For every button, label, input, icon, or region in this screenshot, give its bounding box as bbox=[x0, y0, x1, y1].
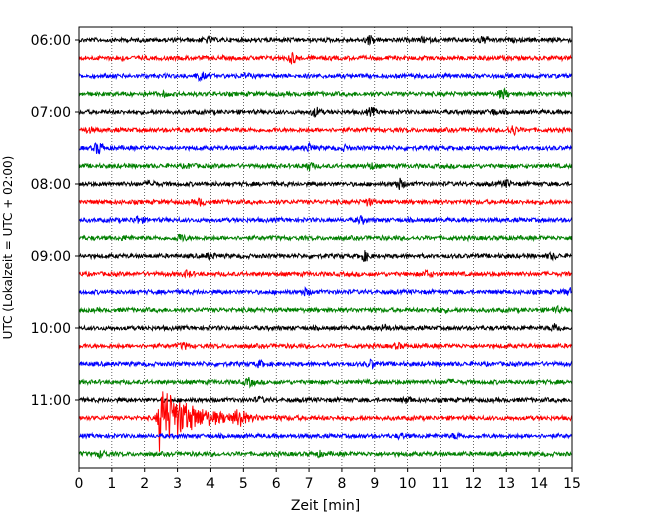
trace-0945 bbox=[79, 304, 572, 315]
trace-0645 bbox=[79, 87, 572, 100]
trace-0830 bbox=[79, 215, 572, 225]
x-tick-label: 10 bbox=[399, 476, 417, 492]
x-tick-label: 9 bbox=[370, 476, 379, 492]
y-tick-label: 11:00 bbox=[31, 393, 71, 409]
x-tick-label: 12 bbox=[464, 476, 482, 492]
x-axis-label: Zeit [min] bbox=[291, 498, 360, 514]
trace-0615 bbox=[79, 51, 572, 65]
x-tick-label: 11 bbox=[432, 476, 450, 492]
plot-frame bbox=[78, 26, 573, 469]
trace-0700 bbox=[79, 106, 572, 119]
trace-1030 bbox=[79, 358, 572, 371]
x-tick-label: 3 bbox=[173, 476, 182, 492]
trace-0845 bbox=[79, 233, 572, 243]
trace-0630 bbox=[79, 71, 572, 83]
x-tick-label: 1 bbox=[107, 476, 116, 492]
y-tick-label: 09:00 bbox=[31, 249, 71, 265]
trace-0915 bbox=[79, 268, 572, 279]
x-tick-label: 2 bbox=[140, 476, 149, 492]
x-tick-label: 13 bbox=[497, 476, 515, 492]
x-tick-label: 4 bbox=[206, 476, 215, 492]
trace-0730 bbox=[79, 141, 572, 155]
trace-1015 bbox=[79, 341, 572, 351]
x-tick-label: 5 bbox=[239, 476, 248, 492]
x-tick-label: 8 bbox=[337, 476, 346, 492]
trace-0900 bbox=[79, 250, 572, 263]
trace-0600 bbox=[79, 34, 572, 46]
trace-1130 bbox=[79, 431, 572, 441]
trace-1000 bbox=[79, 323, 572, 333]
trace-0815 bbox=[79, 197, 572, 207]
trace-1045 bbox=[79, 377, 572, 389]
trace-1145 bbox=[79, 449, 572, 460]
x-tick-label: 0 bbox=[75, 476, 84, 492]
trace-0800 bbox=[79, 177, 572, 191]
y-axis-label: UTC (Lokalzeit = UTC + 02:00) bbox=[1, 156, 15, 340]
trace-0745 bbox=[79, 161, 572, 172]
y-tick-label: 10:00 bbox=[31, 321, 71, 337]
plot-area bbox=[79, 34, 572, 460]
x-axis: 0 1 2 3 4 5 6 7 8 9 10 11 12 13 14 15 bbox=[75, 468, 581, 492]
x-tick-label: 7 bbox=[305, 476, 314, 492]
x-tick-label: 15 bbox=[563, 476, 581, 492]
trace-1115 bbox=[79, 391, 572, 452]
trace-0930 bbox=[79, 286, 572, 297]
y-tick-label: 08:00 bbox=[31, 177, 71, 193]
x-tick-label: 6 bbox=[272, 476, 281, 492]
x-tick-label: 14 bbox=[530, 476, 548, 492]
y-tick-label: 07:00 bbox=[31, 105, 71, 121]
trace-0715 bbox=[79, 125, 572, 137]
trace-1100 bbox=[79, 395, 572, 405]
y-axis: 06:00 07:00 08:00 09:00 10:00 11:00 bbox=[31, 33, 79, 409]
y-tick-label: 06:00 bbox=[31, 33, 71, 49]
